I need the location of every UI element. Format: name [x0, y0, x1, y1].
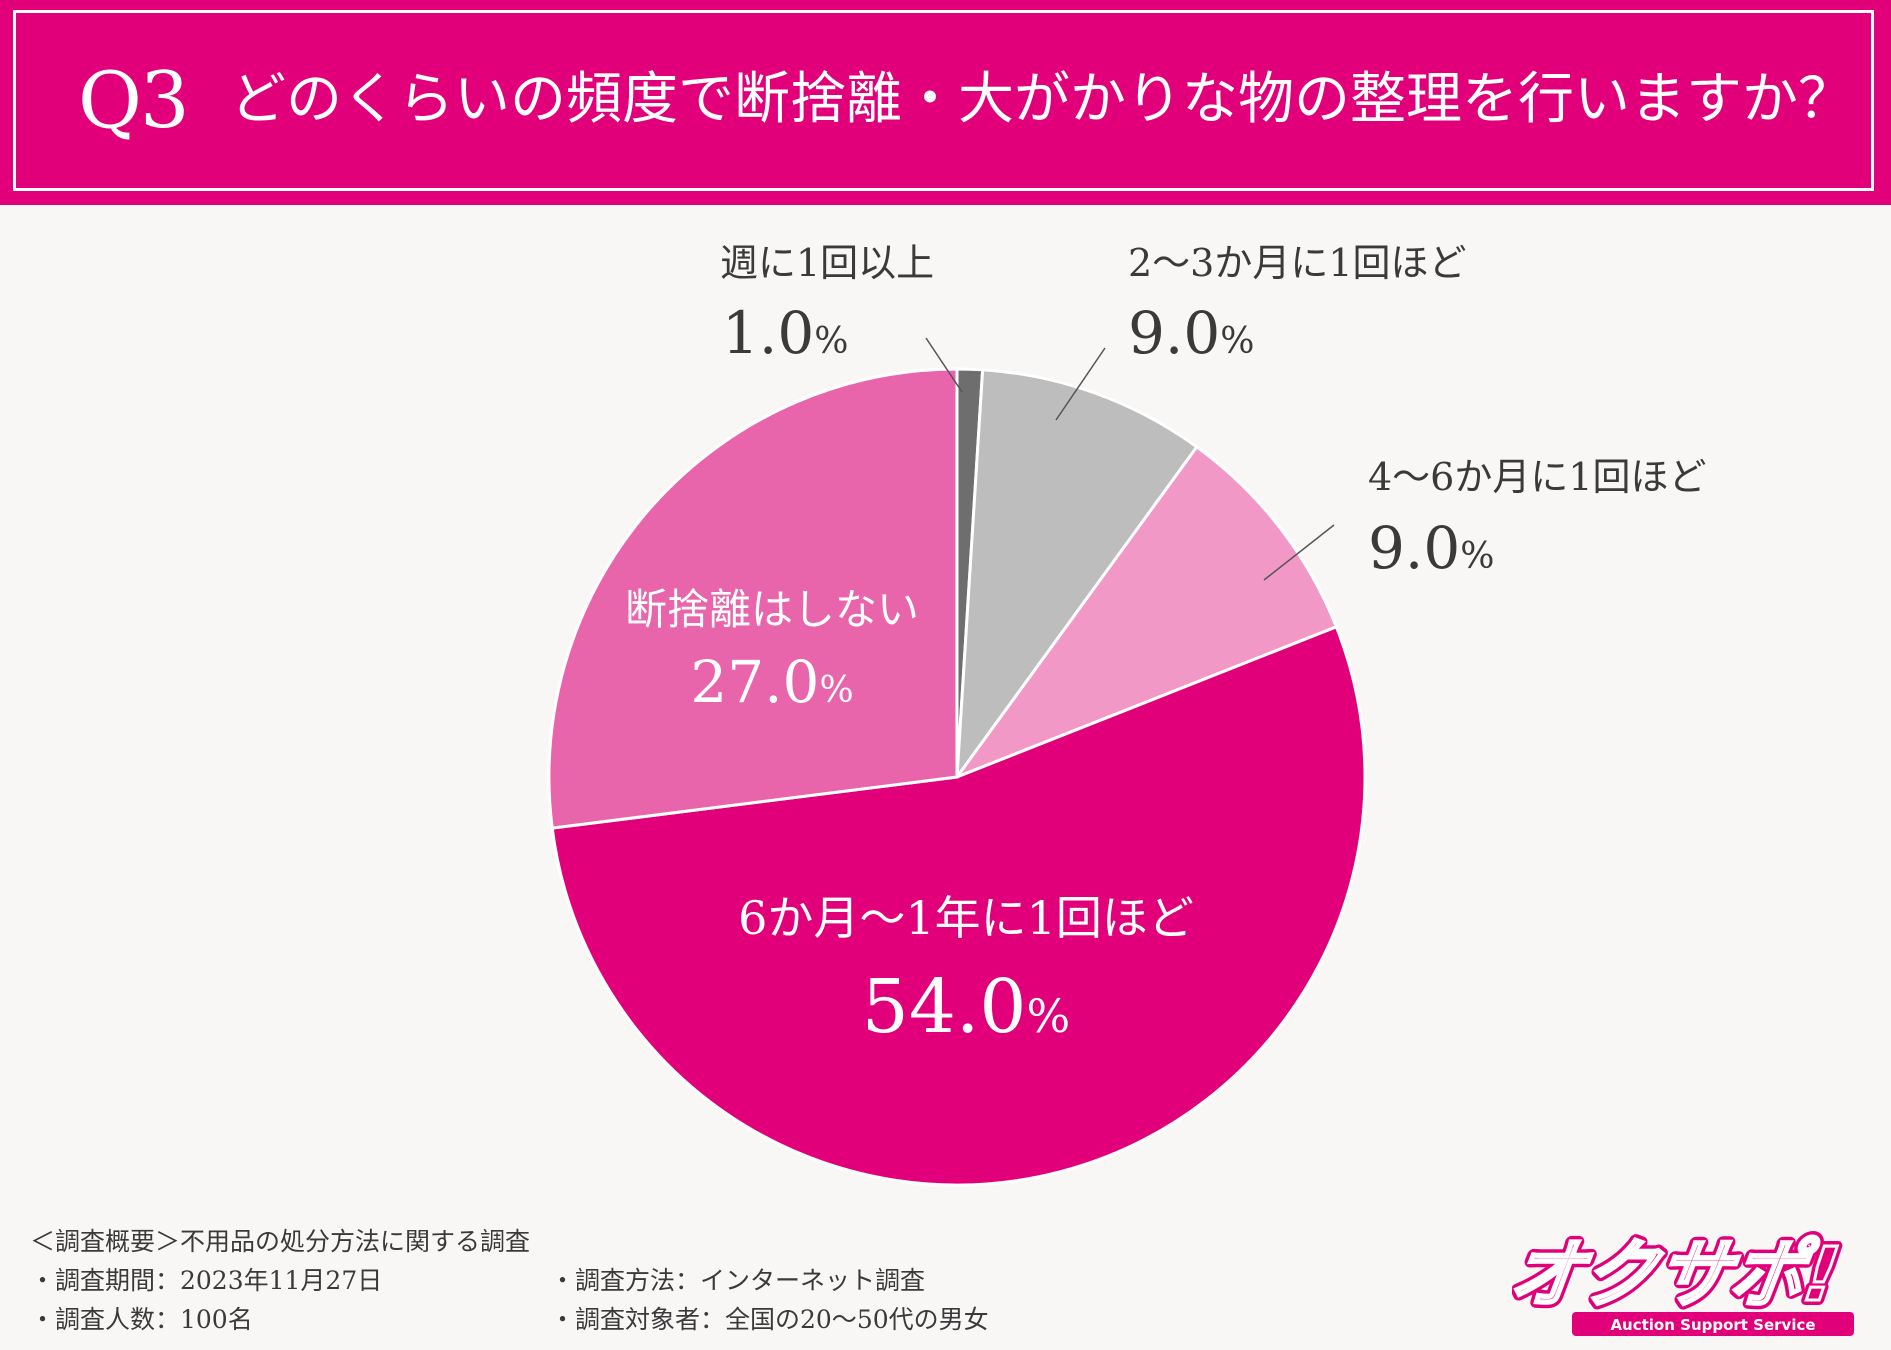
slice-label-3: 4〜6か月に1回ほど: [1368, 455, 1707, 499]
pie-slice-5: [547, 367, 959, 830]
leader-line-1: [925, 337, 963, 393]
slice-percent-4: 54.0%: [862, 964, 1070, 1050]
logo-subtext: Auction Support Service: [1610, 1316, 1815, 1334]
logo-text: オクサポ!: [1512, 1231, 1845, 1318]
leader-lines: [925, 337, 1335, 581]
survey-period: ・調査期間：2023年11月27日: [30, 1266, 383, 1295]
leader-line-2: [1055, 347, 1106, 421]
slice-percent-1: 1.0%: [722, 299, 848, 367]
slice-label-1: 週に1回以上: [720, 241, 934, 285]
logo-text-outline: オクサポ!: [1512, 1231, 1845, 1318]
pie-slice-2: [955, 368, 1199, 783]
question-number: Q3: [78, 56, 190, 146]
header-frame: [13, 10, 1874, 191]
pie-slice-4: [550, 624, 1367, 1187]
leader-line-3: [1263, 524, 1335, 581]
slice-percent-3: 9.0%: [1368, 514, 1494, 582]
slice-percent-5: 27.0%: [690, 648, 853, 716]
survey-method: ・調査方法：インターネット調査: [550, 1266, 926, 1295]
survey-title: ＜調査概要＞不用品の処分方法に関する調査: [30, 1227, 531, 1256]
survey-overview: ＜調査概要＞不用品の処分方法に関する調査 ・調査期間：2023年11月27日 ・…: [30, 1222, 989, 1339]
logo-subtext-bar: [1572, 1312, 1854, 1336]
slice-label-5: 断捨離はしない: [625, 585, 919, 634]
pie-slice-3: [952, 444, 1339, 781]
survey-respondents: ・調査人数：100名: [30, 1305, 253, 1334]
slice-label-2: 2〜3か月に1回ほど: [1128, 241, 1467, 285]
slice-label-4: 6か月〜1年に1回ほど: [738, 891, 1194, 945]
slice-percent-2: 9.0%: [1128, 299, 1254, 367]
slice-labels: 週に1回以上 1.0% 2〜3か月に1回ほど 9.0% 4〜6か月に1回ほど 9.0% 6か…: [625, 241, 1707, 1050]
question-text: どのくらいの頻度で断捨離・大がかりな物の整理を行いますか？: [230, 67, 1854, 132]
pie-slices: [547, 367, 1367, 1187]
okusapo-logo: オクサポ! オクサポ! Auction Support Service: [1512, 1226, 1854, 1336]
header-banner: Q3 どのくらいの頻度で断捨離・大がかりな物の整理を行いますか？: [0, 0, 1891, 205]
survey-target: ・調査対象者：全国の20〜50代の男女: [550, 1305, 989, 1334]
